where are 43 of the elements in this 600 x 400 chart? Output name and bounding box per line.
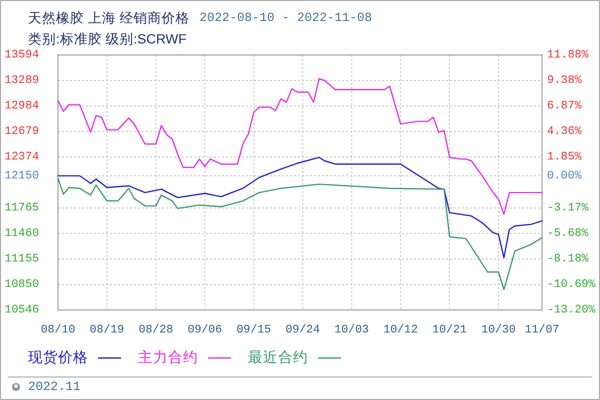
chart-title: 天然橡胶 上海 经销商价格 xyxy=(28,10,190,26)
y-tick-label: 12984 xyxy=(4,100,40,113)
x-tick-label: 10/21 xyxy=(432,324,467,336)
x-tick-label: 09/06 xyxy=(188,324,222,336)
text: 2022.11 xyxy=(28,380,81,394)
y2-tick-label: 9.38% xyxy=(547,74,582,87)
y-tick-label: 12150 xyxy=(4,169,40,182)
legend-label: 最近合约 xyxy=(248,349,308,366)
legend-label: 现货价格 xyxy=(28,349,88,366)
x-tick-label: 08/28 xyxy=(138,324,174,336)
line-series xyxy=(57,178,543,290)
y-tick-label: 10546 xyxy=(4,304,40,316)
x-tick-label: 08/19 xyxy=(90,324,124,336)
x-tick-label: 10/03 xyxy=(334,324,370,336)
y2-tick-label: 11.88% xyxy=(547,48,589,62)
y2-tick-label: -13.20% xyxy=(547,304,596,316)
y-tick-label: 12374 xyxy=(4,150,40,164)
y2-tick-label: -5.68% xyxy=(547,227,589,240)
text: 2022-08-10 - 2022-11-08 xyxy=(200,11,372,25)
chart-subtitle: 类别:标准胶 级别:SCRWF xyxy=(28,32,186,46)
y-tick-label: 11765 xyxy=(4,202,40,215)
x-tick-label: 10/30 xyxy=(481,324,516,336)
line-series xyxy=(57,156,543,258)
x-tick-label: 09/24 xyxy=(285,324,320,336)
y-tick-label: 13289 xyxy=(4,74,40,88)
legend-label: 主力合约 xyxy=(138,349,198,366)
y2-tick-label: 0.00% xyxy=(547,169,582,182)
x-tick-label: 10/12 xyxy=(383,324,418,336)
y2-tick-label: 6.87% xyxy=(547,99,582,112)
y2-tick-label: -3.17% xyxy=(547,202,589,215)
y-tick-label: 11155 xyxy=(4,252,40,266)
line-series xyxy=(57,78,543,215)
y-tick-label: 10850 xyxy=(4,278,40,292)
y-tick-label: 11460 xyxy=(4,227,40,240)
x-tick-label: 08/10 xyxy=(40,324,76,336)
y2-tick-label: -10.69% xyxy=(547,278,596,291)
y2-tick-label: 4.36% xyxy=(547,124,582,138)
x-tick-label: 11/07 xyxy=(524,324,560,336)
y-tick-label: 13594 xyxy=(4,48,40,62)
y2-tick-label: -8.18% xyxy=(547,252,589,266)
y2-tick-label: 1.85% xyxy=(547,150,582,164)
x-tick-label: 09/15 xyxy=(236,324,272,336)
y-tick-label: 12679 xyxy=(4,125,40,138)
